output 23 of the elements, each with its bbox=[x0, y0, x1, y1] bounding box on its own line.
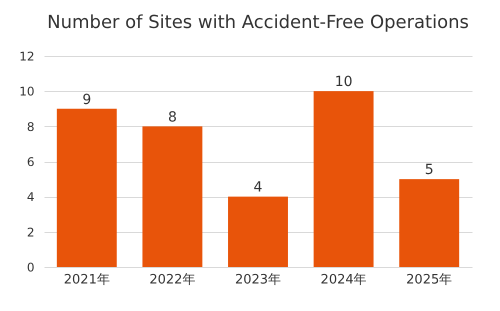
bar bbox=[228, 196, 288, 267]
data-label: 8 bbox=[168, 109, 177, 126]
y-tick-label: 12 bbox=[19, 50, 34, 64]
x-tick-label: 2025年 bbox=[406, 272, 452, 288]
y-tick-label: 4 bbox=[26, 190, 34, 204]
y-tick-label: 8 bbox=[26, 120, 34, 134]
bar bbox=[399, 179, 460, 267]
data-label: 10 bbox=[334, 74, 353, 90]
data-label: 4 bbox=[254, 180, 263, 196]
y-tick-label: 10 bbox=[19, 84, 34, 99]
x-tick-label: 2024年 bbox=[320, 272, 367, 288]
y-tick-label: 0 bbox=[26, 260, 34, 274]
x-tick-label: 2022年 bbox=[149, 272, 196, 288]
bar bbox=[142, 126, 202, 267]
x-tick-label: 2021年 bbox=[64, 272, 110, 288]
data-label: 9 bbox=[82, 92, 92, 108]
bar bbox=[314, 91, 374, 267]
x-tick-label: 2023年 bbox=[234, 272, 282, 288]
data-label: 5 bbox=[424, 162, 434, 178]
y-tick-label: 2 bbox=[26, 225, 34, 240]
bar bbox=[56, 108, 117, 267]
y-tick-label: 6 bbox=[26, 155, 34, 169]
chart-title: Number of Sites with Accident-Free Operations bbox=[47, 12, 469, 33]
